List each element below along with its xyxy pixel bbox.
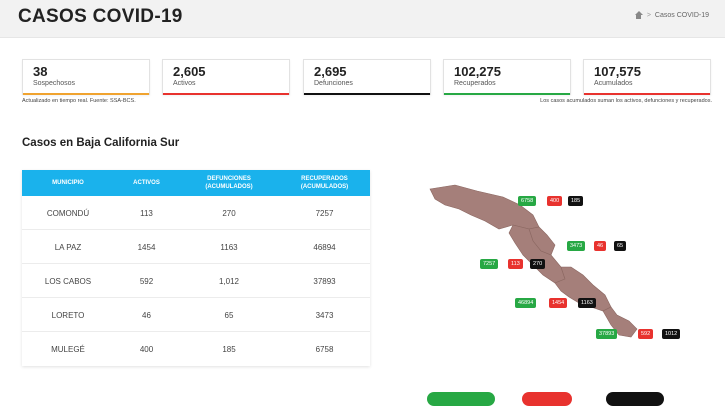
table-row: LOS CABOS 592 1,012 37893 xyxy=(22,264,370,298)
col-header-municipio: MUNICIPIO xyxy=(52,180,84,186)
stat-value: 102,275 xyxy=(454,64,501,79)
cell-defunciones: 185 xyxy=(222,344,236,354)
table-row: LA PAZ 1454 1163 46894 xyxy=(22,230,370,264)
map-badge-recuperados: 3473 xyxy=(567,241,586,251)
stat-defunciones: 2,695 Defunciones xyxy=(303,59,431,95)
bcs-map-shape xyxy=(429,184,638,338)
map-badge-defunciones: 185 xyxy=(568,196,584,206)
col-header-recuperados: RECUPERADOS (ACUMULADOS) xyxy=(279,170,370,196)
cell-recuperados: 6758 xyxy=(315,344,334,354)
cell-activos: 113 xyxy=(140,208,153,218)
stat-label: Defunciones xyxy=(314,80,353,87)
map-badge-activos: 1454 xyxy=(549,298,568,308)
cell-activos: 592 xyxy=(139,276,154,286)
cell-activos: 400 xyxy=(139,344,154,354)
stat-label: Activos xyxy=(173,80,196,87)
page-header: CASOS COVID-19 > Casos COVID-19 xyxy=(0,0,725,38)
stats-row: 38 Sospechosos 2,605 Activos 2,695 Defun… xyxy=(22,59,712,95)
breadcrumb-separator: > xyxy=(646,11,651,19)
stat-label: Sospechosos xyxy=(33,80,76,87)
stat-value: 2,695 xyxy=(314,64,347,79)
stat-label: Acumulados xyxy=(594,80,633,87)
legend-pill-activos[interactable] xyxy=(522,392,572,406)
stat-acumulados: 107,575 Acumulados xyxy=(583,59,711,95)
cell-activos: 1454 xyxy=(137,242,156,252)
map-badge-recuperados: 46894 xyxy=(515,298,537,308)
map-badge-activos: 113 xyxy=(508,259,523,269)
stat-label: Recuperados xyxy=(454,80,496,87)
table-row: LORETO 46 65 3473 xyxy=(22,298,370,332)
cell-activos: 46 xyxy=(142,310,151,320)
stat-value: 107,575 xyxy=(594,64,641,79)
map-region-la-paz xyxy=(554,266,612,312)
map-badge-activos: 46 xyxy=(594,241,607,251)
stat-value: 38 xyxy=(33,64,48,79)
cases-table: MUNICIPIO ACTIVOS DEFUNCIONES (ACUMULADOS… xyxy=(22,170,370,366)
map-badge-defunciones: 270 xyxy=(530,259,546,269)
map-region-los-cabos xyxy=(602,306,638,338)
cell-recuperados: 7257 xyxy=(315,208,334,218)
col-header-defunciones-text: DEFUNCIONES (ACUMULADOS) xyxy=(205,176,253,190)
cell-municipio: MULEGÉ xyxy=(51,344,85,354)
cell-municipio: LA PAZ xyxy=(54,242,82,252)
page-title: CASOS COVID-19 xyxy=(18,6,183,27)
col-header-defunciones: DEFUNCIONES (ACUMULADOS) xyxy=(179,170,279,196)
cell-recuperados: 37893 xyxy=(313,276,336,286)
map-region-mulege xyxy=(429,184,540,230)
stat-accent-bar xyxy=(584,93,710,95)
cell-municipio: LORETO xyxy=(51,310,85,320)
stat-accent-bar xyxy=(163,93,289,95)
cell-defunciones: 270 xyxy=(222,208,236,218)
cell-recuperados: 3473 xyxy=(315,310,334,320)
cell-defunciones: 65 xyxy=(224,310,234,320)
breadcrumb: > Casos COVID-19 xyxy=(634,11,709,19)
bcs-map: 6758 400 185 3473 46 65 7257 113 270 468… xyxy=(415,175,705,350)
table-row: COMONDÚ 113 270 7257 xyxy=(22,196,370,230)
col-header-activos: ACTIVOS xyxy=(133,180,160,186)
stat-accent-bar xyxy=(444,93,570,95)
col-header-recuperados-text: RECUPERADOS (ACUMULADOS) xyxy=(300,176,349,190)
home-icon[interactable] xyxy=(634,11,643,19)
stat-accent-bar xyxy=(23,93,149,95)
stat-value: 2,605 xyxy=(173,64,206,79)
stat-sospechosos: 38 Sospechosos xyxy=(22,59,150,95)
map-badge-activos: 592 xyxy=(638,329,654,339)
stat-accent-bar xyxy=(304,93,430,95)
map-badge-defunciones: 1163 xyxy=(578,298,596,308)
stat-recuperados: 102,275 Recuperados xyxy=(443,59,571,95)
section-title: Casos en Baja California Sur xyxy=(22,137,180,149)
legend-pill-defunciones[interactable] xyxy=(606,392,664,406)
table-header: MUNICIPIO ACTIVOS DEFUNCIONES (ACUMULADOS… xyxy=(22,170,370,196)
stats-notes: Actualizado en tiempo real. Fuente: SSA-… xyxy=(22,98,712,108)
cell-defunciones: 1163 xyxy=(220,242,238,252)
bottom-legend-pills xyxy=(0,392,725,406)
map-badge-defunciones: 1012 xyxy=(662,329,681,339)
update-note: Actualizado en tiempo real. Fuente: SSA-… xyxy=(22,98,136,104)
breadcrumb-current: Casos COVID-19 xyxy=(654,11,709,19)
legend-pill-recuperados[interactable] xyxy=(427,392,495,406)
map-badge-recuperados: 37893 xyxy=(596,329,618,339)
map-badge-defunciones: 65 xyxy=(614,241,627,251)
accumulated-note: Los casos acumulados suman los activos, … xyxy=(540,98,712,104)
stat-activos: 2,605 Activos xyxy=(162,59,290,95)
table-row: MULEGÉ 400 185 6758 xyxy=(22,332,370,366)
map-badge-activos: 400 xyxy=(547,196,563,206)
map-badge-recuperados: 6758 xyxy=(518,196,537,206)
cell-municipio: LOS CABOS xyxy=(44,276,92,286)
map-badge-recuperados: 7257 xyxy=(480,259,499,269)
cell-municipio: COMONDÚ xyxy=(46,208,90,218)
cell-recuperados: 46894 xyxy=(313,242,336,252)
cell-defunciones: 1,012 xyxy=(218,276,240,286)
